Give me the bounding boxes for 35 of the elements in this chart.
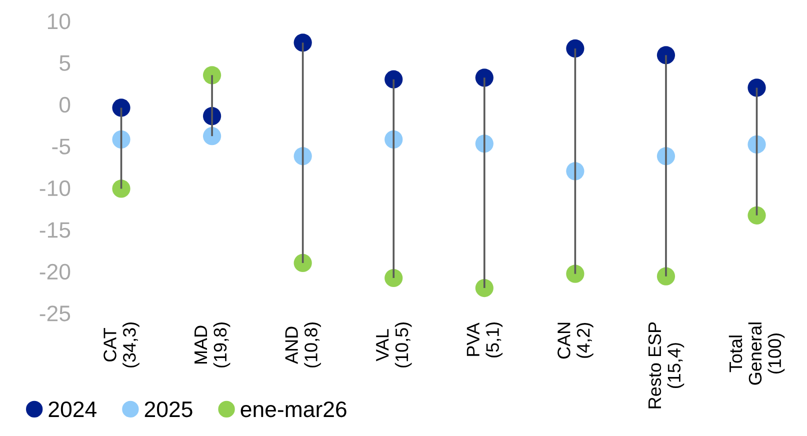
x-tick-label: Resto ESP (15,4) bbox=[648, 322, 684, 408]
y-tick-label: -5 bbox=[52, 138, 70, 154]
x-tick-label: CAN (4,2) bbox=[558, 322, 594, 359]
point bbox=[202, 127, 222, 146]
point bbox=[475, 68, 494, 87]
point bbox=[294, 254, 312, 272]
point bbox=[656, 267, 676, 286]
legend-label: 2025 bbox=[144, 401, 192, 418]
point bbox=[202, 66, 222, 84]
y-tick-label: -10 bbox=[40, 180, 70, 196]
x-tick-label: CAT (34,3) bbox=[104, 322, 140, 368]
point bbox=[294, 34, 312, 52]
legend-label: 2024 bbox=[48, 401, 96, 418]
legend-label: ene-mar26 bbox=[240, 401, 346, 418]
point bbox=[112, 98, 130, 117]
x-tick-label: PVA (5,1) bbox=[466, 322, 503, 358]
x-tick-label: Total General (100) bbox=[728, 322, 785, 385]
y-tick-label: 0 bbox=[60, 96, 70, 113]
point bbox=[748, 206, 766, 224]
point bbox=[384, 70, 403, 88]
point bbox=[112, 180, 130, 198]
x-tick-label: VAL (10,5) bbox=[376, 322, 412, 368]
x-tick-label: AND (10,8) bbox=[285, 322, 321, 368]
point bbox=[656, 46, 676, 64]
point bbox=[566, 39, 584, 58]
x-tick-label: MAD (19,8) bbox=[194, 322, 230, 368]
point bbox=[566, 264, 584, 283]
point bbox=[384, 268, 403, 288]
y-tick-label: -20 bbox=[40, 264, 70, 280]
point bbox=[748, 78, 766, 97]
y-tick-label: 5 bbox=[60, 55, 70, 71]
y-tick-label: -15 bbox=[40, 222, 70, 238]
y-tick-label: 10 bbox=[48, 13, 70, 30]
y-tick-label: -25 bbox=[40, 306, 70, 322]
point bbox=[475, 278, 494, 298]
